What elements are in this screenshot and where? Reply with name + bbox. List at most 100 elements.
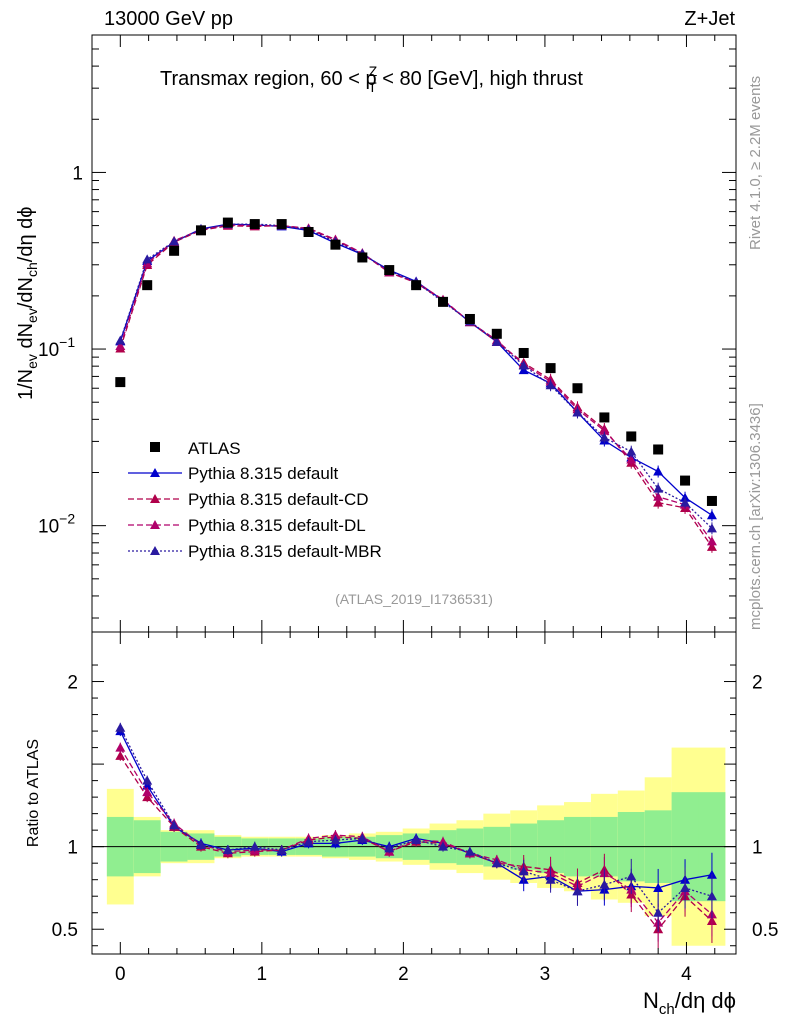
atlas-point bbox=[276, 219, 287, 230]
point-mbr bbox=[599, 432, 610, 442]
ratio-point-mbr bbox=[169, 820, 180, 830]
point-mbr bbox=[626, 446, 637, 456]
subtitle-tail: < 80 [GeV], high thrust bbox=[377, 68, 584, 90]
ratio-point-mbr bbox=[115, 722, 126, 732]
ratio-point-mbr bbox=[357, 833, 368, 843]
point-dl bbox=[115, 341, 126, 351]
plot-subtitle: Transmax region, 60 < pZ T < 80 [GeV], hi… bbox=[160, 63, 583, 95]
ylabel-part2: dN bbox=[15, 323, 37, 354]
legend: ATLAS Pythia 8.315 default Pythia 8.315 de… bbox=[128, 439, 382, 561]
ratio-point-dl bbox=[115, 742, 126, 752]
process-label: Z+Jet bbox=[684, 8, 735, 30]
point-default bbox=[653, 466, 664, 476]
legend-marker-default bbox=[150, 468, 160, 477]
energy-label: 13000 GeV pp bbox=[104, 8, 233, 30]
ratio-tick-label: 2 bbox=[67, 673, 78, 694]
y-tick-label: 10−1 bbox=[38, 334, 75, 361]
atlas-point bbox=[142, 280, 153, 291]
main-data-layer bbox=[115, 217, 717, 553]
ratio-point-mbr bbox=[142, 775, 153, 785]
atlas-point bbox=[653, 444, 664, 455]
atlas-point bbox=[599, 412, 610, 423]
ratio-point-mbr bbox=[626, 871, 637, 881]
ratio-point-mbr bbox=[303, 836, 314, 846]
point-dl bbox=[653, 491, 664, 501]
atlas-point bbox=[357, 252, 368, 263]
atlas-point bbox=[169, 245, 180, 256]
xlabel-sub: ch bbox=[659, 1001, 675, 1018]
ratio-tick-label-right: 0.5 bbox=[752, 920, 778, 941]
ylabel-part1: 1/N bbox=[15, 369, 37, 400]
y-tick-label: 10−2 bbox=[38, 511, 75, 538]
ratio-tick-label: 0.5 bbox=[52, 920, 78, 941]
atlas-point bbox=[680, 475, 691, 486]
legend-label-atlas: ATLAS bbox=[188, 439, 241, 458]
y-tick-label: 1 bbox=[72, 163, 83, 184]
series-line-mbr bbox=[119, 223, 713, 529]
ratio-point-default bbox=[653, 882, 664, 892]
ratio-point-mbr bbox=[438, 841, 449, 851]
atlas-point bbox=[303, 226, 314, 237]
ratio-point-mbr bbox=[195, 840, 206, 850]
legend-marker-atlas bbox=[150, 442, 160, 452]
atlas-point bbox=[222, 217, 233, 228]
ratio-point-mbr bbox=[545, 874, 556, 884]
ratio-tick-label-right: 1 bbox=[752, 838, 763, 859]
main-ylabel: 1/Nev dNev/dNch/dη dϕ bbox=[15, 207, 40, 400]
ratio-point-mbr bbox=[411, 835, 422, 845]
x-tick-label: 0 bbox=[115, 964, 126, 985]
point-mbr bbox=[706, 523, 717, 533]
legend-marker-cd bbox=[150, 494, 160, 503]
atlas-point bbox=[464, 313, 475, 324]
point-mbr bbox=[115, 335, 126, 345]
ylabel-part3: /dN bbox=[15, 277, 37, 308]
ratio-point-dl bbox=[438, 836, 449, 846]
ratio-point-mbr bbox=[249, 841, 260, 851]
ratio-point-mbr bbox=[572, 886, 583, 896]
subtitle-text: Transmax region, 60 < p bbox=[160, 68, 377, 90]
atlas-point bbox=[626, 431, 637, 442]
ratio-panel-frame bbox=[91, 631, 737, 955]
ratio-data-layer bbox=[92, 722, 736, 949]
x-tick-label: 1 bbox=[257, 964, 268, 985]
legend-marker-mbr bbox=[150, 546, 160, 555]
atlas-point bbox=[195, 225, 206, 236]
axis-layer: 0 1 2 3 410−210−110.5 0.51 12 2 bbox=[38, 34, 778, 985]
ylabel-sub3: ch bbox=[24, 262, 40, 277]
x-tick-label: 3 bbox=[540, 964, 551, 985]
point-default bbox=[706, 510, 717, 520]
ylabel-sub2: ev bbox=[24, 308, 40, 323]
point-mbr bbox=[653, 483, 664, 493]
point-mbr bbox=[518, 360, 529, 370]
ratio-point-dl bbox=[142, 787, 153, 797]
mcplots-label: mcplots.cern.ch [arXiv:1306.3436] bbox=[747, 403, 764, 630]
point-mbr bbox=[169, 236, 180, 246]
ratio-point-mbr bbox=[653, 907, 664, 917]
point-default bbox=[518, 365, 529, 375]
ratio-point-mbr bbox=[384, 843, 395, 853]
point-mbr bbox=[142, 254, 153, 264]
ratio-tick-label-right: 2 bbox=[752, 673, 763, 694]
legend-label-cd: Pythia 8.315 default-CD bbox=[188, 490, 369, 509]
ratio-point-mbr bbox=[276, 844, 287, 854]
ratio-point-mbr bbox=[680, 882, 691, 892]
ratio-point-mbr bbox=[518, 866, 529, 876]
y-tick-exp: −1 bbox=[59, 334, 75, 350]
atlas-point bbox=[438, 296, 449, 307]
y-tick-exp: −2 bbox=[59, 511, 75, 527]
ratio-point-mbr bbox=[464, 846, 475, 856]
atlas-point bbox=[384, 265, 395, 276]
atlas-point bbox=[330, 239, 341, 250]
ratio-point-mbr bbox=[599, 879, 610, 889]
ratio-ylabel: Ratio to ATLAS bbox=[25, 739, 42, 847]
ratio-point-mbr bbox=[330, 835, 341, 845]
ylabel-sub1: ev bbox=[24, 354, 40, 369]
atlas-point bbox=[518, 347, 529, 358]
point-dl bbox=[599, 425, 610, 435]
x-axis-title: Nch/dη dϕ bbox=[643, 988, 736, 1018]
legend-label-mbr: Pythia 8.315 default-MBR bbox=[188, 542, 382, 561]
ratio-tick-label: 1 bbox=[67, 838, 78, 859]
legend-label-default: Pythia 8.315 default bbox=[188, 464, 339, 483]
atlas-point bbox=[706, 495, 717, 506]
